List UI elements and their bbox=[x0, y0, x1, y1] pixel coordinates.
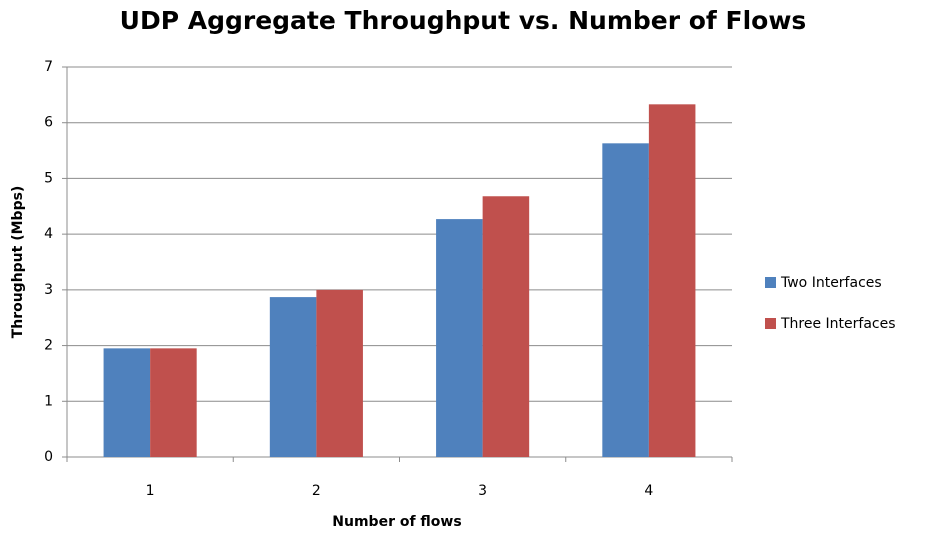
bar bbox=[269, 297, 317, 457]
y-tick-label: 2 bbox=[44, 338, 53, 354]
legend-label: Two Interfaces bbox=[780, 275, 882, 291]
y-tick-label: 4 bbox=[44, 226, 53, 242]
bar bbox=[602, 143, 649, 458]
y-tick-label: 0 bbox=[44, 449, 53, 465]
y-tick-label: 7 bbox=[44, 59, 53, 75]
bar bbox=[436, 219, 483, 457]
y-axis-label: Throughput (Mbps) bbox=[10, 186, 26, 339]
bar bbox=[648, 104, 696, 457]
chart-title: UDP Aggregate Throughput vs. Number of F… bbox=[120, 6, 807, 35]
y-tick-label: 5 bbox=[44, 170, 53, 186]
legend-label: Three Interfaces bbox=[780, 316, 896, 332]
bar bbox=[316, 289, 363, 457]
bar bbox=[103, 348, 151, 457]
y-tick-label: 1 bbox=[44, 393, 53, 409]
x-tick-label: 2 bbox=[312, 483, 321, 499]
legend-swatch bbox=[765, 277, 776, 288]
x-tick-label: 1 bbox=[146, 483, 155, 499]
y-tick-label: 3 bbox=[44, 282, 53, 298]
y-tick-label: 6 bbox=[44, 115, 53, 131]
x-axis-label: Number of flows bbox=[332, 514, 461, 530]
x-tick-label: 3 bbox=[478, 483, 487, 499]
legend-swatch bbox=[765, 318, 776, 329]
bar bbox=[150, 348, 197, 457]
x-tick-label: 4 bbox=[644, 483, 653, 499]
bar bbox=[482, 196, 530, 457]
